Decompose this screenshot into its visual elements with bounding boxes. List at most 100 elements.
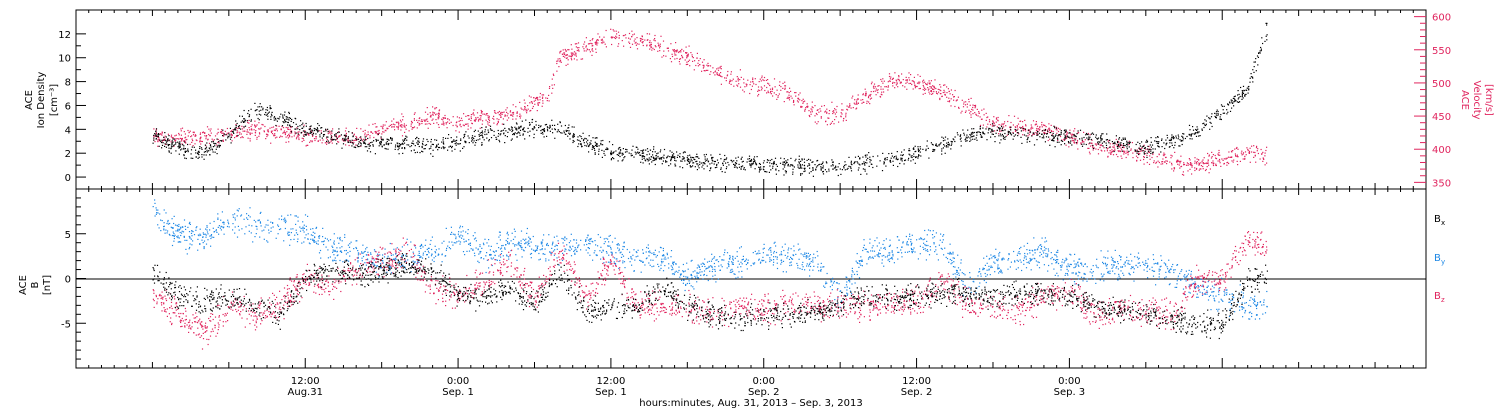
- velocity-point: [660, 35, 662, 37]
- velocity-point: [1077, 132, 1079, 134]
- density-point: [883, 162, 885, 164]
- density-point: [237, 134, 239, 137]
- density-point: [340, 134, 342, 136]
- velocity-point: [1070, 133, 1072, 135]
- density-point: [969, 134, 971, 136]
- velocity-point: [1115, 138, 1117, 140]
- density-point: [541, 131, 544, 134]
- velocity-point: [763, 79, 765, 82]
- density-point: [1075, 135, 1077, 137]
- density-point: [1097, 143, 1099, 145]
- density-point: [1192, 129, 1195, 131]
- density-point: [596, 143, 598, 145]
- velocity-point: [228, 132, 230, 134]
- density-point: [327, 140, 329, 142]
- density-point: [210, 146, 212, 148]
- density-point: [1052, 135, 1054, 137]
- density-point: [510, 126, 513, 128]
- density-point: [1023, 134, 1026, 136]
- velocity-point: [237, 131, 239, 133]
- velocity-point: [308, 134, 310, 136]
- density-point: [648, 157, 650, 159]
- density-point: [404, 139, 406, 141]
- density-point: [1242, 92, 1245, 94]
- velocity-point: [970, 116, 972, 118]
- density-point: [244, 121, 246, 123]
- density-point: [317, 130, 320, 132]
- density-point: [183, 145, 185, 147]
- density-point: [734, 164, 736, 166]
- density-point: [256, 109, 258, 111]
- density-point: [520, 125, 522, 127]
- density-point: [385, 142, 387, 144]
- density-point: [1266, 39, 1268, 41]
- density-point: [876, 165, 878, 167]
- density-point: [962, 129, 964, 131]
- density-point: [577, 136, 579, 138]
- velocity-point: [906, 88, 908, 90]
- velocity-point: [1035, 123, 1037, 125]
- velocity-point: [505, 109, 507, 111]
- density-point: [1238, 97, 1240, 99]
- velocity-point: [290, 130, 292, 132]
- density-point: [269, 108, 271, 110]
- density-point: [808, 158, 810, 160]
- velocity-point: [516, 115, 518, 117]
- density-point: [591, 146, 594, 148]
- velocity-point: [249, 132, 251, 134]
- density-point: [619, 146, 621, 149]
- velocity-point: [570, 52, 572, 54]
- density-point: [1157, 142, 1159, 145]
- velocity-point: [595, 48, 597, 50]
- density-point: [1196, 126, 1198, 128]
- density-point: [204, 144, 206, 146]
- density-point: [1192, 133, 1194, 135]
- density-point: [693, 162, 695, 164]
- density-point: [175, 150, 177, 152]
- velocity-point: [631, 43, 634, 45]
- density-point: [973, 128, 975, 130]
- velocity-point: [281, 136, 283, 138]
- velocity-point: [249, 133, 251, 136]
- velocity-point: [416, 127, 418, 129]
- density-point: [1126, 146, 1128, 148]
- velocity-point: [508, 117, 510, 119]
- density-point: [896, 151, 898, 153]
- velocity-point: [770, 90, 772, 93]
- density-point: [589, 142, 591, 144]
- density-point: [709, 168, 712, 170]
- density-point: [820, 169, 822, 171]
- velocity-point: [200, 143, 202, 145]
- time-tick-label: 12:00: [291, 376, 320, 387]
- density-point: [1184, 137, 1186, 140]
- velocity-point: [623, 45, 625, 47]
- density-point: [682, 156, 684, 158]
- density-point: [696, 169, 698, 171]
- density-point: [1067, 141, 1070, 143]
- density-point: [356, 139, 358, 141]
- density-point: [640, 161, 642, 163]
- density-point: [792, 168, 794, 170]
- density-point: [912, 159, 914, 161]
- velocity-point: [1196, 163, 1198, 165]
- velocity-point: [1237, 156, 1239, 158]
- density-point: [957, 134, 959, 136]
- density-point: [1053, 137, 1055, 139]
- density-point: [714, 160, 716, 163]
- velocity-point: [797, 101, 799, 103]
- density-point: [945, 146, 947, 148]
- density-point: [704, 163, 706, 165]
- velocity-point: [362, 130, 364, 132]
- density-point: [698, 157, 700, 159]
- density-point: [679, 166, 681, 168]
- density-point: [404, 137, 407, 140]
- velocity-point: [1174, 151, 1176, 153]
- density-point: [588, 151, 590, 153]
- velocity-point: [386, 127, 388, 129]
- velocity-point: [193, 131, 195, 133]
- density-velocity-series: [152, 22, 1268, 177]
- density-point: [566, 130, 569, 132]
- density-point: [345, 139, 347, 141]
- velocity-point: [905, 79, 907, 81]
- velocity-point: [258, 135, 260, 137]
